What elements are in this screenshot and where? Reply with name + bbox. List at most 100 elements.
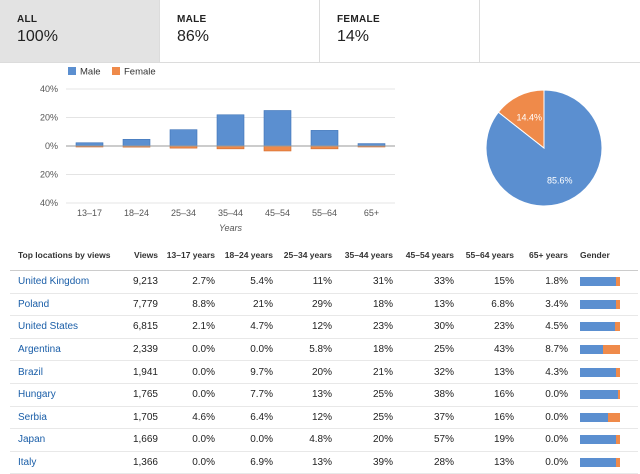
- x-tick-label: 35–44: [218, 208, 243, 218]
- tab-male-value: 86%: [177, 28, 210, 45]
- age-pct-cell: 12%: [277, 406, 336, 430]
- age-pct-cell: 4.3%: [518, 360, 572, 384]
- header-65plus[interactable]: 65+ years: [518, 240, 572, 271]
- gender-bar-male: [580, 435, 616, 445]
- location-link[interactable]: Poland: [10, 293, 118, 317]
- age-pct-cell: 31%: [336, 270, 397, 294]
- x-tick-label: 55–64: [312, 208, 337, 218]
- y-tick-label: 20%: [40, 113, 58, 123]
- header-35-44[interactable]: 35–44 years: [336, 240, 397, 271]
- age-pct-cell: 25%: [336, 406, 397, 430]
- age-pct-cell: 25%: [397, 338, 458, 362]
- y-tick-label: 20%: [40, 170, 58, 180]
- location-link[interactable]: United States: [10, 315, 118, 339]
- legend-female-swatch: [112, 67, 120, 75]
- gender-cell: [572, 428, 638, 452]
- bar-male[interactable]: [216, 114, 245, 147]
- age-pct-cell: 6.8%: [458, 293, 518, 317]
- table-row: Brazil 1,941 0.0% 9.7% 20% 21% 32% 13% 4.3%: [10, 360, 638, 384]
- legend-female-label: Female: [124, 67, 156, 78]
- header-13-17[interactable]: 13–17 years: [162, 240, 219, 271]
- gender-pie-chart: 14.4% 85.6%: [485, 89, 603, 207]
- gender-cell: [572, 406, 638, 430]
- age-pct-cell: 9.7%: [219, 360, 277, 384]
- header-18-24[interactable]: 18–24 years: [219, 240, 277, 271]
- age-pct-cell: 20%: [277, 360, 336, 384]
- age-pct-cell: 6.9%: [219, 451, 277, 474]
- age-pct-cell: 18%: [336, 293, 397, 317]
- age-pct-cell: 3.4%: [518, 293, 572, 317]
- pie-label-male: 85.6%: [547, 175, 573, 185]
- age-pct-cell: 19%: [458, 428, 518, 452]
- location-link[interactable]: Argentina: [10, 338, 118, 362]
- views-cell: 1,366: [118, 451, 162, 474]
- age-pct-cell: 12%: [277, 315, 336, 339]
- x-axis-label: Years: [219, 223, 243, 233]
- views-cell: 6,815: [118, 315, 162, 339]
- gender-cell: [572, 270, 638, 294]
- gender-cell: [572, 338, 638, 362]
- x-tick-label: 45–54: [265, 208, 290, 218]
- gender-bar: [580, 412, 620, 422]
- header-gender[interactable]: Gender: [572, 240, 638, 271]
- gender-bar: [580, 299, 620, 309]
- gender-bar-male: [580, 412, 608, 422]
- x-tick-label: 18–24: [124, 208, 149, 218]
- bar-male[interactable]: [122, 139, 151, 147]
- tab-female[interactable]: FEMALE 14%: [320, 0, 480, 62]
- age-pct-cell: 0.0%: [518, 383, 572, 407]
- gender-cell: [572, 360, 638, 384]
- age-pct-cell: 4.6%: [162, 406, 219, 430]
- age-pct-cell: 13%: [277, 451, 336, 474]
- table-row: Argentina 2,339 0.0% 0.0% 5.8% 18% 25% 43% 8.7%: [10, 338, 638, 362]
- location-link[interactable]: Japan: [10, 428, 118, 452]
- views-cell: 1,941: [118, 360, 162, 384]
- views-cell: 7,779: [118, 293, 162, 317]
- pie-slice-female[interactable]: [497, 89, 545, 150]
- age-pct-cell: 38%: [397, 383, 458, 407]
- age-pct-cell: 29%: [277, 293, 336, 317]
- gender-cell: [572, 293, 638, 317]
- y-tick-label: 0%: [45, 141, 58, 151]
- age-pct-cell: 23%: [336, 315, 397, 339]
- gender-bar-male: [580, 299, 616, 309]
- age-pct-cell: 13%: [277, 383, 336, 407]
- header-25-34[interactable]: 25–34 years: [277, 240, 336, 271]
- age-pct-cell: 1.8%: [518, 270, 572, 294]
- location-link[interactable]: United Kingdom: [10, 270, 118, 294]
- header-45-54[interactable]: 45–54 years: [397, 240, 458, 271]
- tab-all[interactable]: ALL 100%: [0, 0, 160, 62]
- tab-male[interactable]: MALE 86%: [160, 0, 320, 62]
- age-pct-cell: 15%: [458, 270, 518, 294]
- table-row: Poland 7,779 8.8% 21% 29% 18% 13% 6.8% 3.4%: [10, 293, 638, 317]
- bar-male[interactable]: [310, 130, 339, 147]
- gender-tabs: ALL 100% MALE 86% FEMALE 14%: [0, 0, 640, 63]
- bar-male[interactable]: [169, 129, 198, 147]
- views-cell: 1,765: [118, 383, 162, 407]
- location-link[interactable]: Italy: [10, 451, 118, 474]
- age-pct-cell: 4.8%: [277, 428, 336, 452]
- location-link[interactable]: Hungary: [10, 383, 118, 407]
- age-pct-cell: 0.0%: [518, 428, 572, 452]
- header-55-64[interactable]: 55–64 years: [458, 240, 518, 271]
- location-link[interactable]: Brazil: [10, 360, 118, 384]
- bar-female[interactable]: [263, 145, 292, 152]
- age-pct-cell: 18%: [336, 338, 397, 362]
- age-pct-cell: 28%: [397, 451, 458, 474]
- header-views[interactable]: Views: [118, 240, 162, 271]
- gender-bar-male: [580, 344, 604, 354]
- x-tick-label: 65+: [364, 208, 379, 218]
- bar-male[interactable]: [263, 110, 292, 147]
- locations-table: Top locations by views Views 13–17 years…: [10, 240, 638, 474]
- age-pct-cell: 23%: [458, 315, 518, 339]
- table-row: Italy 1,366 0.0% 6.9% 13% 39% 28% 13% 0.0%: [10, 451, 638, 474]
- gender-bar-male: [580, 277, 616, 287]
- gender-bar: [580, 435, 620, 445]
- header-location[interactable]: Top locations by views: [10, 240, 118, 271]
- location-link[interactable]: Serbia: [10, 406, 118, 430]
- gender-bar: [580, 457, 620, 467]
- age-pct-cell: 16%: [458, 406, 518, 430]
- age-pct-cell: 0.0%: [162, 360, 219, 384]
- gender-cell: [572, 315, 638, 339]
- age-pct-cell: 0.0%: [162, 451, 219, 474]
